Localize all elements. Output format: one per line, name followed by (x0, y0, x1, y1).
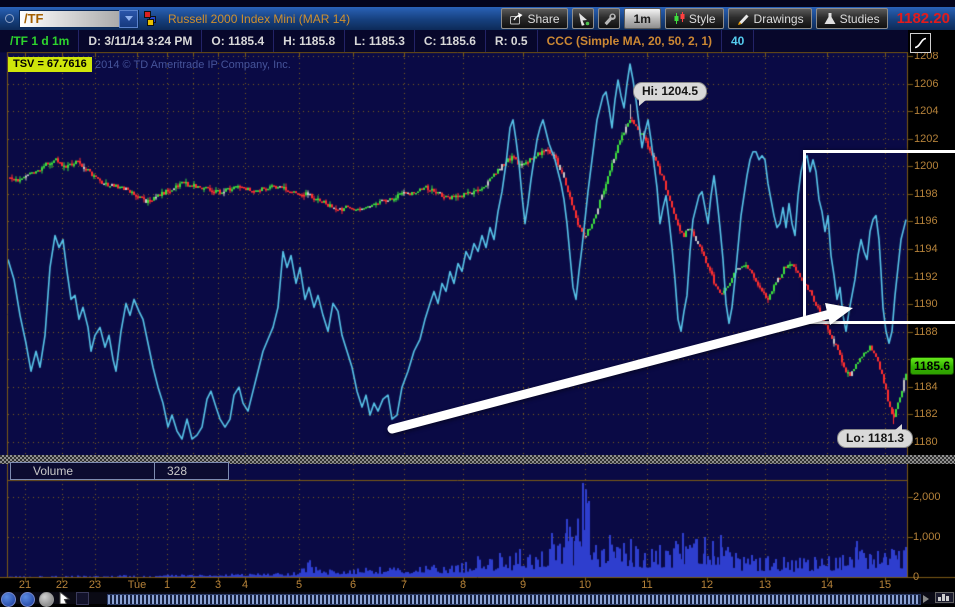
time-axis-label: 13 (758, 579, 772, 591)
time-axis-label: 7 (400, 579, 408, 591)
time-axis-label: 11 (641, 579, 653, 591)
taskbar-icon-3[interactable] (39, 592, 54, 607)
tsv-study-label[interactable]: TSV = 67.7616 (8, 57, 92, 72)
taskbar-icons (1, 592, 89, 607)
symbol-input[interactable] (20, 11, 119, 26)
price-axis-label: 1190 (914, 298, 938, 311)
marker-icon (578, 12, 589, 26)
share-icon (510, 12, 523, 25)
study-value: 40 (721, 30, 755, 52)
taskbar-icon-4[interactable] (76, 592, 89, 605)
volume-axis-label: 1,000 (913, 531, 941, 543)
study-descriptor: CCC (Simple MA, 20, 50, 2, 1) (536, 30, 721, 52)
series-descriptor: /TF 1 d 1m (10, 34, 70, 48)
session-low-flag: Lo: 1181.3 (837, 424, 914, 448)
price-axis-label: 1188 (914, 325, 938, 338)
flask-icon (824, 13, 836, 24)
pane-divider-handle[interactable] (0, 455, 955, 464)
taskbar-icon-2[interactable] (20, 592, 35, 607)
price-axis-label: 1204 (914, 105, 939, 118)
time-axis-label: 21 (18, 579, 32, 591)
gadget-link-dot-icon[interactable] (5, 14, 14, 23)
time-axis-label: 8 (459, 579, 467, 591)
volume-axis-label: 2,000 (913, 491, 941, 503)
price-axis-label: 1184 (914, 380, 938, 393)
time-axis-label: 4 (241, 579, 249, 591)
drawings-button[interactable]: Drawings (727, 8, 812, 29)
ohlc-cell: C: 1185.6 (413, 30, 485, 52)
price-axis-label: 1194 (914, 243, 938, 255)
volume-axis-label: 0 (913, 571, 920, 583)
time-axis-label: 12 (700, 579, 714, 591)
volume-current-value: 328 (154, 462, 229, 480)
time-axis-label: 22 (55, 579, 69, 591)
time-axis-label: 15 (878, 579, 892, 591)
time-axis-label: 1 (163, 579, 171, 591)
horizontal-scrollbar[interactable] (107, 594, 921, 605)
price-axis-label: 1182 (914, 408, 938, 421)
ohlc-cell: O: 1185.4 (201, 30, 273, 52)
ohlc-status-bar: /TF 1 d 1m D: 3/11/14 3:24 PM O: 1185.4 H:… (0, 30, 908, 52)
chart-settings-button[interactable] (910, 33, 931, 53)
price-axis-label: 1208 (914, 50, 939, 62)
chevron-down-icon (124, 16, 133, 21)
time-axis-label: 23 (88, 579, 102, 591)
wrench-icon (604, 13, 616, 25)
price-axis-label: 1206 (914, 77, 939, 90)
price-axis-label: 1202 (914, 132, 939, 145)
header-last-price: 1182.20 (896, 10, 950, 27)
ohlc-cell: H: 1185.8 (273, 30, 344, 52)
ohlc-cells: D: 3/11/14 3:24 PM O: 1185.4 H: 1185.8 L: 1… (78, 30, 536, 52)
drawing-rectangle-annotation[interactable] (803, 150, 955, 324)
toolbar-right-group: Share 1m Style D (501, 8, 950, 29)
candlestick-icon (674, 12, 685, 24)
time-axis-label: 5 (295, 579, 303, 591)
price-axis-label: 1200 (914, 160, 939, 173)
price-axis-label: 1180 (914, 436, 938, 448)
time-axis-label: 9 (519, 579, 527, 591)
last-price-marker: 1185.6 (910, 357, 954, 375)
cursor-icon (59, 592, 71, 604)
marker-tool-button[interactable] (571, 8, 594, 29)
symbol-input-box[interactable] (19, 9, 139, 28)
window-top-strip (0, 0, 955, 7)
time-axis-label: 10 (578, 579, 592, 591)
time-axis-label: 6 (349, 579, 357, 591)
price-axis-label: 1192 (914, 270, 938, 283)
style-button[interactable]: Style (664, 8, 724, 29)
chart-toolbar: Russell 2000 Index Mini (MAR 14) Share 1… (0, 7, 955, 30)
tools-button[interactable] (597, 8, 620, 29)
volume-header: Volume 328 (10, 462, 229, 480)
ohlc-cell: D: 3/11/14 3:24 PM (78, 30, 201, 52)
time-axis-label: 2 (189, 579, 197, 591)
timeframe-button[interactable]: 1m (623, 8, 661, 29)
share-button[interactable]: Share (501, 8, 568, 29)
price-axis-label: 1198 (914, 187, 938, 200)
instrument-title: Russell 2000 Index Mini (MAR 14) (168, 11, 351, 26)
time-axis-label: 14 (820, 579, 834, 591)
copyright-text: 2014 © TD Ameritrade IP Company, Inc. (95, 59, 291, 71)
time-axis-label: Tue (127, 579, 147, 591)
bottom-right-chart-button[interactable] (935, 592, 954, 603)
linked-styles-icon[interactable] (144, 10, 159, 27)
scroll-right-icon[interactable] (923, 595, 929, 603)
pencil-icon (737, 14, 749, 25)
taskbar-icon-1[interactable] (1, 592, 16, 607)
studies-button[interactable]: Studies (815, 8, 888, 29)
price-axis-label: 1196 (914, 215, 938, 228)
session-high-flag: Hi: 1204.5 (633, 82, 708, 106)
volume-study-label[interactable]: Volume (10, 462, 155, 480)
symbol-dropdown-button[interactable] (119, 9, 138, 28)
ohlc-cell: R: 0.5 (484, 30, 537, 52)
curve-icon (914, 37, 927, 49)
ohlc-cell: L: 1185.3 (344, 30, 414, 52)
time-axis-label: 3 (214, 579, 222, 591)
